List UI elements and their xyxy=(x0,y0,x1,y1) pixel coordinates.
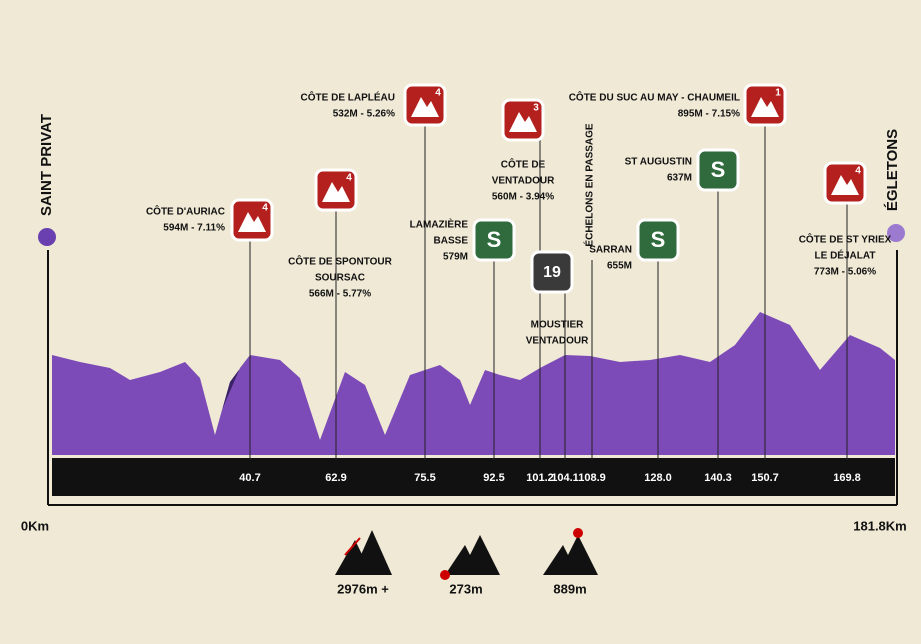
sign-category: 4 xyxy=(435,88,441,99)
sign-mountain xyxy=(831,175,859,195)
profile xyxy=(52,312,895,455)
distance-bar xyxy=(52,458,895,496)
point-label: LE DÉJALAT xyxy=(815,249,876,262)
sign-category: 1 xyxy=(775,88,781,99)
sign xyxy=(472,218,516,262)
point-label: SARRAN xyxy=(589,245,632,256)
km-label: 92.5 xyxy=(483,472,504,484)
stat: 889m xyxy=(553,581,586,596)
point-label: ÉCHELONS EN PASSAGE xyxy=(583,123,596,246)
sign-mountain xyxy=(751,97,779,117)
sign-category: 4 xyxy=(262,203,268,214)
point-label: CÔTE DE ST YRIEX xyxy=(799,233,892,246)
sign-text: 19 xyxy=(543,264,561,281)
start-km: 0Km xyxy=(21,518,49,533)
stat: 2976m + xyxy=(337,581,389,596)
start-icon xyxy=(38,228,56,246)
point-label: MOUSTIER xyxy=(531,320,585,331)
point-label: VENTADOUR xyxy=(526,336,589,347)
sign-mountain xyxy=(411,97,439,117)
sign-text: S xyxy=(651,227,666,252)
point-label: CÔTE DE LAPLÉAU xyxy=(301,91,395,104)
km-label: 128.0 xyxy=(644,472,672,484)
sign xyxy=(636,218,680,262)
km-label: 75.5 xyxy=(414,472,435,484)
km-label: 40.7 xyxy=(239,472,260,484)
km-label: 101.2 xyxy=(526,472,554,484)
point-label: ST AUGUSTIN xyxy=(625,157,692,168)
sign-category: 4 xyxy=(855,166,861,177)
point-label: SOURSAC xyxy=(315,273,365,284)
point-label: CÔTE DE xyxy=(501,158,546,171)
km-label: 108.9 xyxy=(578,472,606,484)
point-label: 594M - 7.11% xyxy=(163,223,225,234)
sign-text: S xyxy=(487,227,502,252)
finish-icon xyxy=(887,224,905,242)
sign xyxy=(696,148,740,192)
point-label: 566M - 5.77% xyxy=(309,289,371,300)
finish-km: 181.8Km xyxy=(853,518,906,533)
km-label: 140.3 xyxy=(704,472,732,484)
sign-category: 3 xyxy=(533,103,539,114)
sign xyxy=(530,250,574,294)
finish-name: ÉGLETONS xyxy=(884,129,901,211)
point-label: 560M - 3.94% xyxy=(492,192,554,203)
sign-mountain xyxy=(322,182,350,202)
km-label: 169.8 xyxy=(833,472,861,484)
point-label: CÔTE D'AURIAC xyxy=(146,205,225,218)
point-label: 655M xyxy=(607,261,632,272)
km-label: 104.1 xyxy=(551,472,579,484)
stat-icons xyxy=(335,528,598,580)
point-label: 773M - 5.06% xyxy=(814,267,876,278)
stat: 273m xyxy=(449,581,482,596)
sign-mountain xyxy=(238,212,266,232)
point-label: 895M - 7.15% xyxy=(678,109,740,120)
point-label: VENTADOUR xyxy=(492,176,555,187)
point-label: BASSE xyxy=(434,236,469,247)
start-name: SAINT PRIVAT xyxy=(38,114,55,216)
km-label: 62.9 xyxy=(325,472,346,484)
sign-mountain xyxy=(509,112,537,132)
point-label: 532M - 5.26% xyxy=(333,109,395,120)
point-label: 579M xyxy=(443,252,468,263)
sign-text: S xyxy=(711,157,726,182)
km-label: 150.7 xyxy=(751,472,779,484)
point-label: CÔTE DE SPONTOUR xyxy=(288,255,392,268)
point-label: LAMAZIÈRE xyxy=(410,218,469,231)
point-label: 637M xyxy=(667,173,692,184)
point-label: CÔTE DU SUC AU MAY - CHAUMEIL xyxy=(569,91,740,104)
sign-category: 4 xyxy=(346,173,352,184)
